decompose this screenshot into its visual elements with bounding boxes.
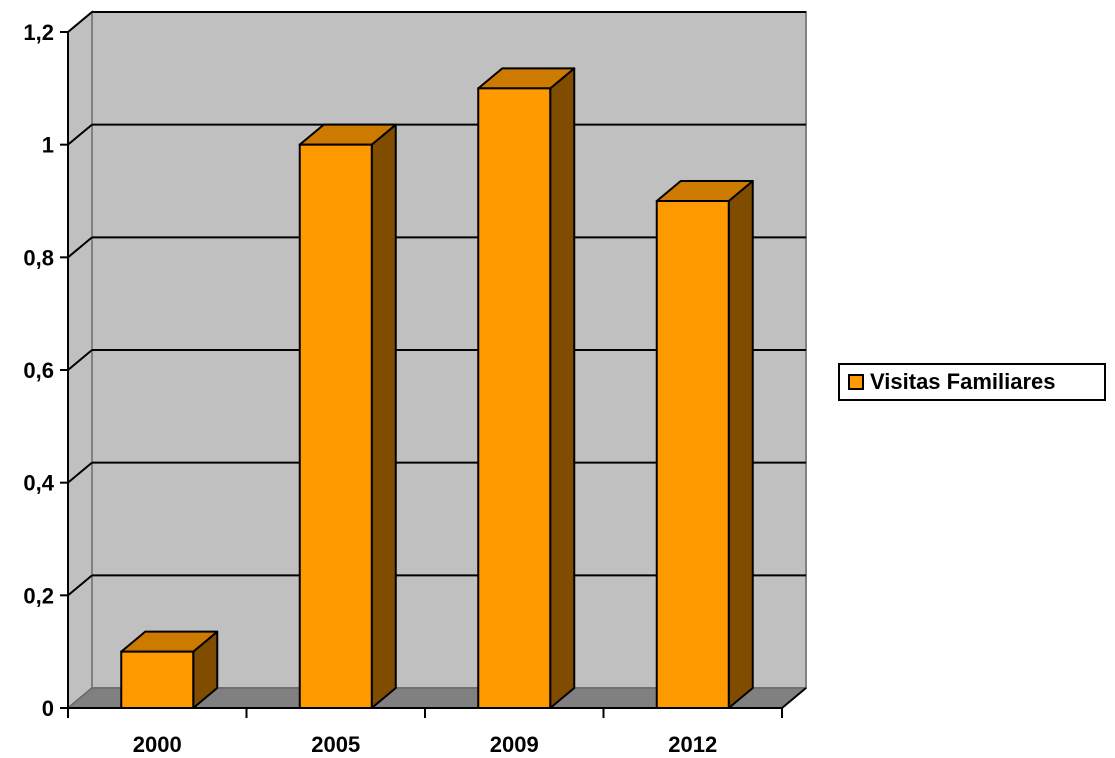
y-axis-tick-labels: 0 0,2 0,4 0,6 0,8 1 1,2 [23, 20, 54, 721]
bar-side [549, 67, 576, 709]
gridline-depth [67, 574, 93, 597]
y-tick-label: 0,8 [23, 245, 54, 270]
gridline-depth [67, 461, 93, 484]
x-axis-depth-line [781, 687, 807, 709]
legend-label: Visitas Familiares [870, 369, 1056, 394]
bar [120, 630, 219, 710]
gridline-depth [67, 349, 93, 371]
legend: Visitas Familiares [838, 363, 1106, 401]
bar [655, 180, 754, 709]
y-tick-label: 0,4 [23, 471, 54, 496]
y-tick-label: 0,2 [23, 583, 54, 608]
bar [298, 123, 397, 709]
gridline-depth [67, 236, 93, 259]
y-tick-label: 1 [42, 133, 54, 158]
axes [60, 31, 807, 718]
x-axis-tick-labels: 2000 2005 2009 2012 [133, 732, 717, 757]
y-tick-label: 0,6 [23, 358, 54, 383]
gridline-depth [67, 123, 93, 146]
bar-front [477, 87, 552, 710]
legend-swatch [848, 374, 864, 390]
bar [477, 67, 576, 710]
bar-front [655, 200, 730, 709]
gridline-depth [67, 11, 93, 33]
x-tick-label: 2005 [311, 732, 360, 757]
bar-side [727, 180, 754, 709]
bars [120, 67, 754, 710]
y-tick-label: 0 [42, 696, 54, 721]
y-tick-label: 1,2 [23, 20, 54, 45]
x-tick-label: 2012 [668, 732, 717, 757]
bar-front [298, 143, 373, 709]
bar-front [120, 650, 195, 710]
bar-side [370, 123, 397, 709]
x-tick-label: 2000 [133, 732, 182, 757]
x-tick-label: 2009 [490, 732, 539, 757]
